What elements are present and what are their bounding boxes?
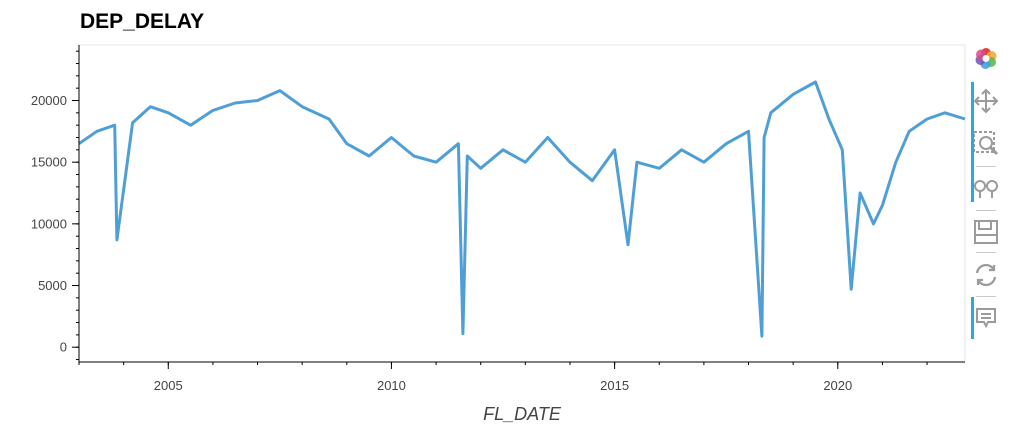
box-zoom-icon[interactable] [971,82,1000,202]
pan-icon[interactable] [972,87,1000,115]
y-tick-label: 10000 [31,216,67,231]
series-line-0 [78,80,966,338]
series-layer [78,80,966,338]
x-tick-label: 2015 [600,378,629,393]
y-tick-label: 0 [60,340,67,355]
plot-frame [78,44,966,363]
x-tick-label: 2020 [823,378,852,393]
y-tick-label: 5000 [38,278,67,293]
hover-icon[interactable] [971,297,1000,339]
x-axis-label: FL_DATE [483,404,562,424]
save-icon[interactable] [972,218,1000,246]
x-tick-label: 2010 [377,378,406,393]
bokeh-logo-icon[interactable] [972,44,1000,72]
reset-icon[interactable] [972,261,1000,289]
y-tick-label: 15000 [31,155,67,170]
x-tick-label: 2005 [154,378,183,393]
chart-title: DEP_DELAY [80,10,205,33]
chart-toolbar [966,40,1006,340]
wheel-zoom-icon[interactable] [972,173,1000,201]
axes-layer: 0 5000 10000 15000 20000 2005 2010 2015 2020 [31,45,965,393]
y-tick-label: 20000 [31,93,67,108]
